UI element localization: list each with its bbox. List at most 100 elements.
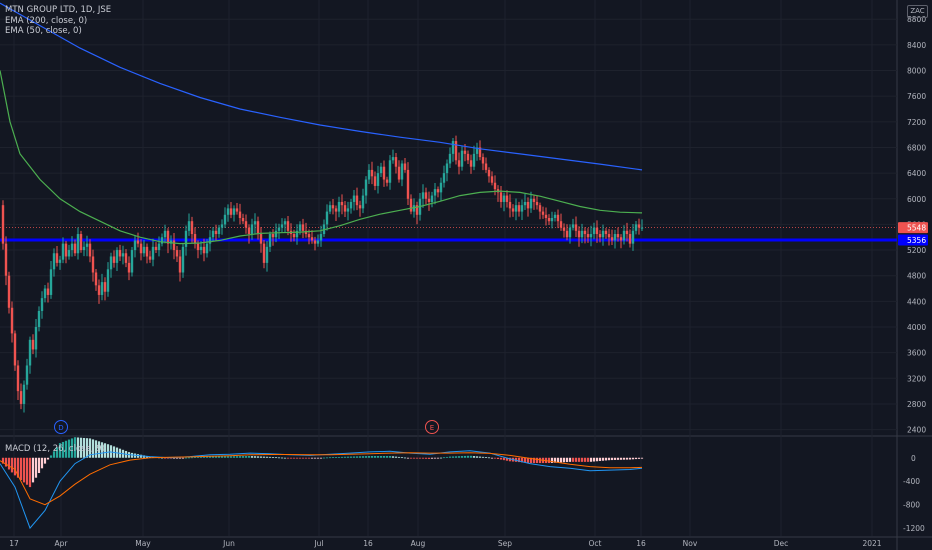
candles[interactable] [1,135,644,413]
candle[interactable] [112,256,116,263]
candle[interactable] [376,173,380,186]
candle[interactable] [277,227,281,231]
candle[interactable] [208,237,212,244]
candle[interactable] [472,153,476,167]
candle[interactable] [154,246,158,251]
candle[interactable] [631,230,635,244]
candle[interactable] [64,243,68,257]
candle[interactable] [442,173,446,183]
candle[interactable] [7,275,11,308]
candle[interactable] [280,224,284,228]
candle[interactable] [328,205,332,212]
candle[interactable] [256,221,260,235]
candle[interactable] [394,157,398,167]
candle[interactable] [637,224,641,228]
candle[interactable] [67,250,71,257]
candle[interactable] [415,205,419,215]
ema50-legend[interactable]: EMA (50, close, 0) [5,26,82,36]
candle[interactable] [193,234,197,244]
candle[interactable] [535,201,539,206]
candle[interactable] [616,234,620,238]
candle[interactable] [373,176,377,186]
candle[interactable] [124,253,128,263]
event-marker-e[interactable] [425,420,439,434]
candle[interactable] [529,198,533,209]
candle[interactable] [484,163,488,170]
candle[interactable] [640,227,644,229]
candle[interactable] [451,141,455,154]
candle[interactable] [592,227,596,235]
candle[interactable] [148,256,152,260]
candle[interactable] [175,250,179,257]
candle[interactable] [46,288,50,295]
candle[interactable] [598,234,602,238]
event-marker-d[interactable] [54,420,68,434]
candle[interactable] [439,182,443,193]
candle[interactable] [247,227,251,235]
candle[interactable] [316,240,320,244]
currency-badge[interactable]: ZAC [907,5,928,18]
candle[interactable] [166,230,170,244]
candle[interactable] [304,230,308,235]
candle[interactable] [1,205,5,244]
candle[interactable] [424,192,428,199]
candle[interactable] [133,240,137,251]
candle[interactable] [274,230,278,238]
candle[interactable] [91,256,95,273]
candle[interactable] [556,214,560,222]
candle[interactable] [559,221,563,228]
candle[interactable] [403,163,407,170]
macd-pane[interactable] [0,437,644,530]
candle[interactable] [340,201,344,206]
candle[interactable] [142,246,146,254]
candle[interactable] [61,243,65,260]
symbol-title[interactable]: MTN GROUP LTD, 1D, JSE [5,5,112,15]
candle[interactable] [31,339,35,350]
candle[interactable] [325,211,329,225]
candle[interactable] [19,391,23,404]
candle[interactable] [217,227,221,235]
candle[interactable] [358,205,362,209]
candle[interactable] [454,141,458,161]
candle[interactable] [307,234,311,238]
candle[interactable] [367,169,371,180]
candle[interactable] [406,169,410,199]
candle[interactable] [520,205,524,212]
candle[interactable] [622,230,626,241]
candle[interactable] [550,218,554,222]
candle[interactable] [466,153,470,161]
candle[interactable] [562,227,566,231]
candle[interactable] [220,224,224,228]
candle[interactable] [481,157,485,164]
candle[interactable] [514,205,518,212]
candle[interactable] [25,365,29,385]
candle[interactable] [82,246,86,251]
candle[interactable] [109,256,113,270]
candle[interactable] [532,198,536,202]
candle[interactable] [463,150,467,154]
candle[interactable] [199,246,203,251]
candle[interactable] [55,253,59,263]
candle[interactable] [625,230,629,235]
candle[interactable] [157,243,161,251]
candle[interactable] [382,166,386,180]
candle[interactable] [265,246,269,263]
candle[interactable] [22,384,26,404]
candle[interactable] [229,208,233,215]
candle[interactable] [169,240,173,244]
candle[interactable] [286,221,290,231]
candle[interactable] [331,205,335,209]
candle[interactable] [352,195,356,202]
candle[interactable] [106,269,110,292]
candle[interactable] [565,230,569,238]
candle[interactable] [211,230,215,238]
candle[interactable] [547,218,551,222]
candle[interactable] [493,182,497,190]
candle[interactable] [172,240,176,251]
candle[interactable] [412,205,416,212]
candle[interactable] [214,230,218,235]
candle[interactable] [52,253,56,270]
candle[interactable] [244,221,248,228]
candle[interactable] [508,201,512,209]
